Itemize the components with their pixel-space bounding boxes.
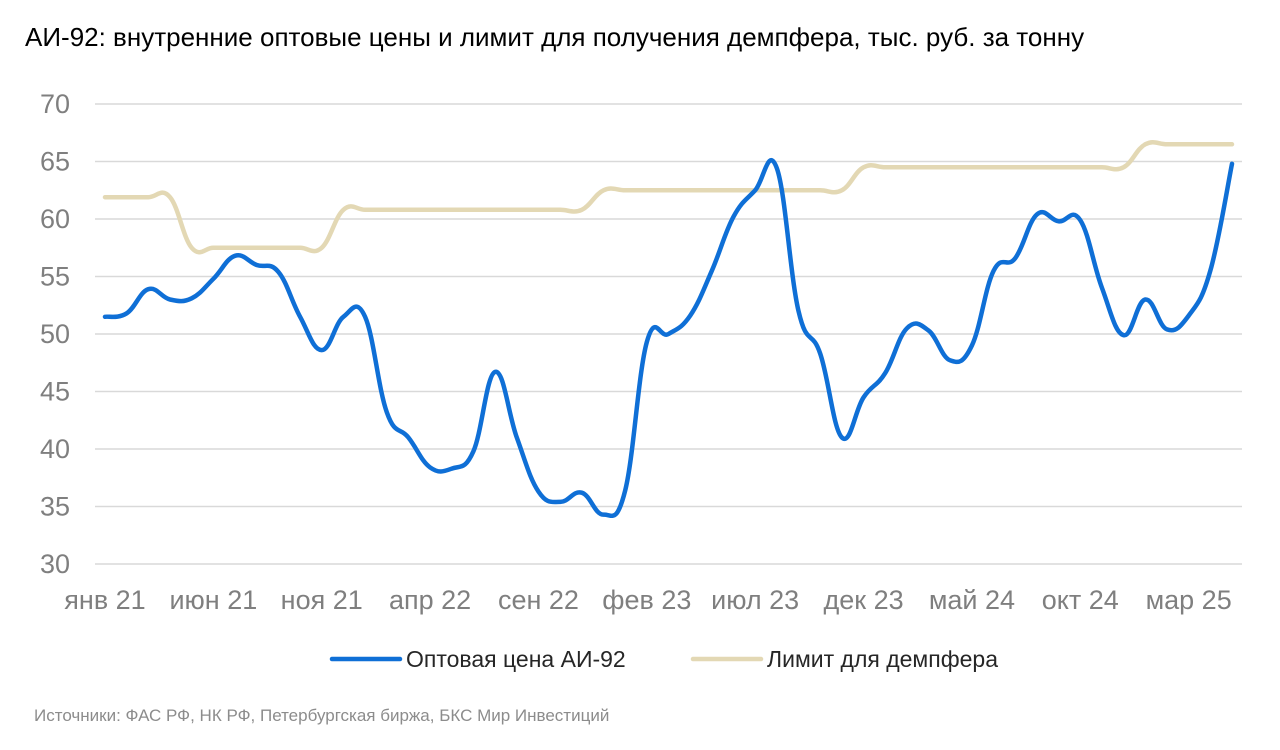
y-tick-label: 35 [40,492,70,522]
legend: Оптовая цена АИ-92 Лимит для демпфера [329,646,998,672]
y-tick-label: 45 [40,377,70,407]
source-note: Источники: ФАС РФ, НК РФ, Петербургская … [34,706,610,725]
y-tick-label: 50 [40,319,70,349]
legend-label: Лимит для демпфера [767,646,998,672]
x-axis-ticks: янв 21 июн 21 ноя 21 апр 22 сен 22 фев 23 июл … [64,585,1231,615]
x-tick-label: июл 23 [711,585,799,615]
x-tick-label: апр 22 [389,585,471,615]
x-tick-label: янв 21 [64,585,145,615]
chart-title: АИ-92: внутренние оптовые цены и лимит д… [25,22,1085,52]
y-tick-label: 65 [40,147,70,177]
series-lines [102,140,1235,519]
x-tick-label: сен 22 [498,585,579,615]
y-tick-label: 55 [40,262,70,292]
series-line-limit [102,140,1235,255]
x-tick-label: июн 21 [169,585,257,615]
y-tick-label: 40 [40,434,70,464]
y-axis-ticks: 30 35 40 45 50 55 60 65 70 [40,89,70,579]
x-tick-label: мар 25 [1146,585,1232,615]
y-tick-label: 70 [40,89,70,119]
x-tick-label: фев 23 [602,585,691,615]
legend-label: Оптовая цена АИ-92 [406,646,626,672]
x-tick-label: окт 24 [1042,585,1119,615]
x-tick-label: май 24 [929,585,1015,615]
y-tick-label: 30 [40,549,70,579]
x-tick-label: ноя 21 [281,585,363,615]
series-line-price [102,158,1235,519]
x-tick-label: дек 23 [823,585,903,615]
y-tick-label: 60 [40,204,70,234]
